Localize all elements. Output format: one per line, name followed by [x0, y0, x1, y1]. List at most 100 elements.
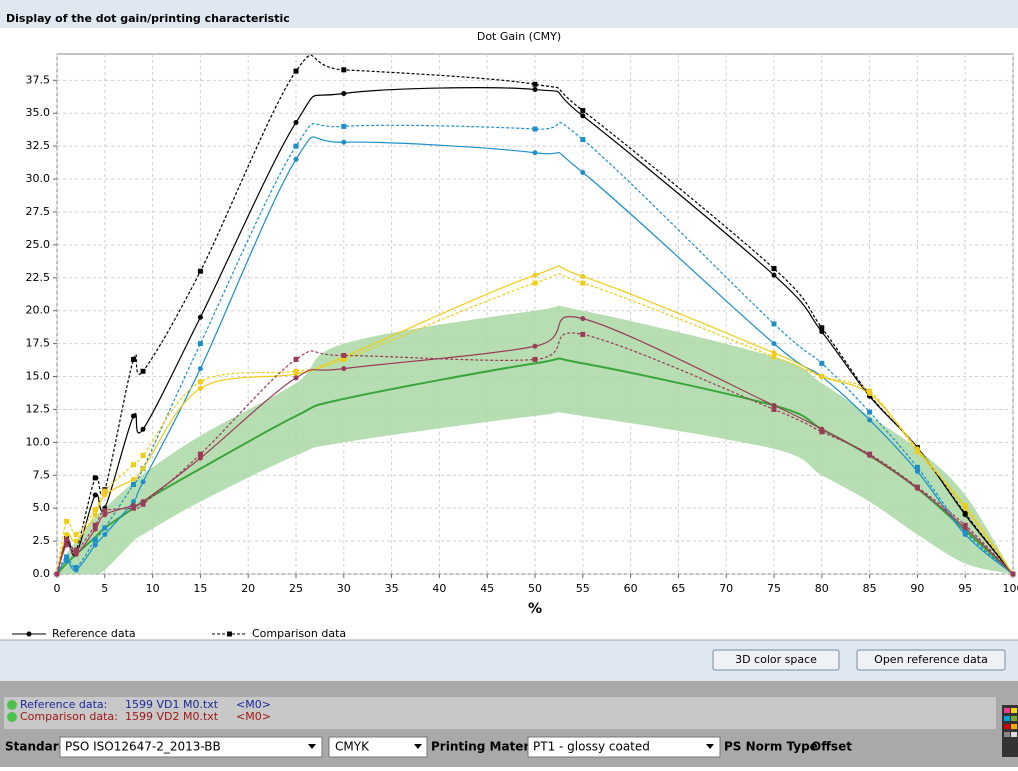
point — [819, 429, 824, 434]
status-tag: <M0> — [236, 710, 271, 723]
x-tick-label: 95 — [958, 582, 972, 595]
button-label[interactable]: Open reference data — [874, 653, 988, 666]
point — [533, 150, 538, 155]
y-tick-label: 22.5 — [26, 271, 51, 284]
point — [102, 508, 107, 513]
y-tick-label: 35.0 — [26, 106, 51, 119]
button[interactable]: Open reference data — [857, 650, 1005, 670]
point — [819, 361, 824, 366]
point — [1011, 572, 1016, 577]
x-tick-label: 35 — [385, 582, 399, 595]
point — [93, 523, 98, 528]
point — [131, 414, 136, 419]
dropdown-value[interactable]: CMYK — [335, 740, 370, 754]
point — [580, 281, 585, 286]
point — [141, 479, 146, 484]
panel-title: Display of the dot gain/printing charact… — [6, 12, 290, 25]
y-tick-label: 30.0 — [26, 172, 51, 185]
legend-label: Reference data — [52, 627, 136, 640]
y-tick-label: 27.5 — [26, 205, 51, 218]
point — [141, 502, 146, 507]
x-axis-label: % — [528, 601, 542, 617]
y-tick-label: 37.5 — [26, 73, 51, 86]
point — [341, 124, 346, 129]
point — [294, 369, 299, 374]
x-tick-label: 65 — [671, 582, 685, 595]
chart-title: Dot Gain (CMY) — [477, 30, 561, 43]
x-tick-label: 55 — [576, 582, 590, 595]
point — [772, 354, 777, 359]
point — [198, 269, 203, 274]
point — [867, 410, 872, 415]
x-tick-label: 90 — [910, 582, 924, 595]
x-tick-label: 20 — [241, 582, 255, 595]
point — [294, 375, 299, 380]
point — [772, 273, 777, 278]
point — [867, 389, 872, 394]
point — [867, 452, 872, 457]
point — [341, 67, 346, 72]
point — [102, 525, 107, 530]
point — [867, 417, 872, 422]
status-dot — [7, 712, 17, 722]
point — [55, 572, 60, 577]
point — [963, 503, 968, 508]
status-label: Comparison data: — [20, 710, 118, 723]
point — [93, 507, 98, 512]
point — [772, 266, 777, 271]
point — [74, 565, 79, 570]
point — [93, 493, 98, 498]
button[interactable]: 3D color space — [713, 650, 839, 670]
dropdown-value[interactable]: PT1 - glossy coated — [533, 740, 650, 754]
button-label[interactable]: 3D color space — [735, 653, 817, 666]
point — [963, 511, 968, 516]
y-tick-label: 10.0 — [26, 435, 51, 448]
point — [772, 407, 777, 412]
point — [772, 341, 777, 346]
x-tick-label: 85 — [863, 582, 877, 595]
x-tick-label: 40 — [432, 582, 446, 595]
dropdown-value[interactable]: PSO ISO12647-2_2013-BB — [65, 740, 221, 754]
point — [74, 532, 79, 537]
field-value: Offset — [811, 740, 852, 754]
x-tick-label: 70 — [719, 582, 733, 595]
y-tick-label: 17.5 — [26, 337, 51, 350]
point — [141, 466, 146, 471]
point — [915, 449, 920, 454]
point — [915, 485, 920, 490]
point — [341, 366, 346, 371]
point — [131, 477, 136, 482]
point — [533, 357, 538, 362]
x-tick-label: 30 — [337, 582, 351, 595]
point — [294, 69, 299, 74]
legend-label: Comparison data — [252, 627, 346, 640]
point — [580, 108, 585, 113]
point — [102, 489, 107, 494]
y-tick-label: 25.0 — [26, 238, 51, 251]
point — [533, 273, 538, 278]
point — [580, 316, 585, 321]
point — [74, 539, 79, 544]
point — [580, 137, 585, 142]
color-strip — [1002, 705, 1018, 757]
point — [580, 113, 585, 118]
point — [93, 537, 98, 542]
point — [580, 274, 585, 279]
legend-marker — [27, 632, 32, 637]
point — [294, 357, 299, 362]
y-tick-label: 0.0 — [33, 567, 51, 580]
y-tick-label: 5.0 — [33, 501, 51, 514]
x-tick-label: 80 — [815, 582, 829, 595]
point — [131, 462, 136, 467]
point — [294, 120, 299, 125]
field-label: PS Norm Type — [724, 740, 818, 754]
x-tick-label: 45 — [480, 582, 494, 595]
y-tick-label: 12.5 — [26, 402, 51, 415]
point — [131, 357, 136, 362]
point — [533, 281, 538, 286]
point — [198, 366, 203, 371]
point — [93, 475, 98, 480]
point — [198, 386, 203, 391]
